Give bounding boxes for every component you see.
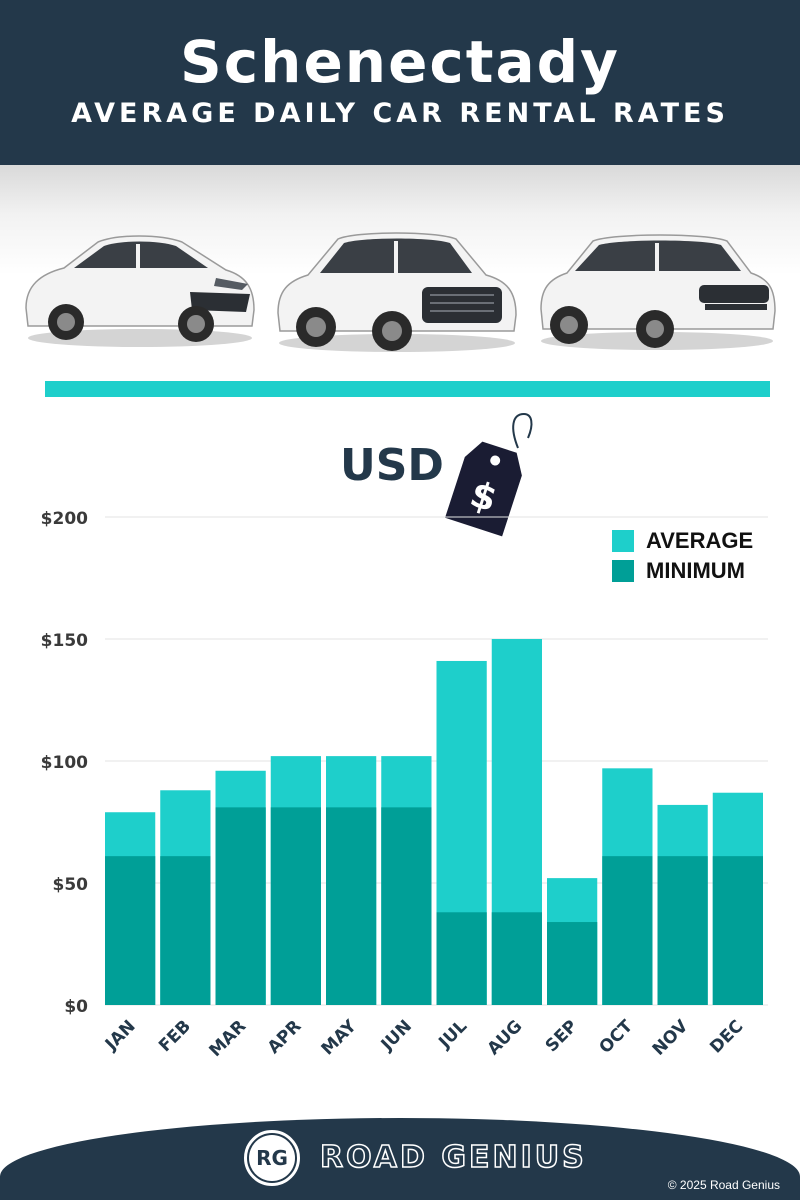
y-tick-label: $200 [41,509,88,529]
chart-bars [105,639,763,1005]
y-tick-label: $100 [41,753,88,773]
x-tick-label-mar: MAR [205,1016,250,1061]
x-tick-label-jan: JAN [101,1016,140,1055]
page-title: Schenectady [180,28,620,96]
bar-minimum-dec [712,856,763,1005]
legend-item-average: AVERAGE [612,526,753,556]
legend-swatch-average [612,530,634,552]
legend-label-average: AVERAGE [646,528,754,553]
bar-minimum-oct [602,856,653,1005]
currency-label: USD [340,440,444,491]
bar-minimum-jan [105,856,156,1005]
y-axis-ticks: $0 $50 $100 $150 $200 [41,509,88,1017]
legend-item-minimum: MINIMUM [612,556,753,586]
bar-minimum-apr [270,807,321,1005]
x-tick-label-feb: FEB [155,1016,195,1056]
x-axis-ticks: JAN FEB MAR APR MAY JUN JUL AUG SEP OCT NOV DEC [101,1016,747,1061]
x-tick-label-may: MAY [318,1016,361,1059]
divider-bar [45,381,770,397]
chart-legend: AVERAGE MINIMUM [612,526,753,586]
hatchback-car-image [25,235,255,347]
bar-minimum-aug [491,912,542,1005]
logo-monogram: RG [249,1135,295,1181]
header-banner: Schenectady AVERAGE DAILY CAR RENTAL RAT… [0,0,800,165]
suv-car-image [277,232,517,352]
x-tick-label-sep: SEP [542,1016,582,1056]
bar-minimum-mar [215,807,266,1005]
legend-swatch-minimum [612,560,634,582]
y-tick-label: $150 [41,631,88,651]
y-tick-label: $0 [64,997,88,1017]
x-tick-label-nov: NOV [649,1016,693,1060]
brand-name: ROAD GENIUS [319,1139,587,1176]
bar-minimum-nov [657,856,708,1005]
legend-label-minimum: MINIMUM [646,558,745,583]
x-tick-label-jun: JUN [377,1016,416,1055]
road-genius-logo: RG [244,1130,300,1186]
x-tick-label-apr: APR [264,1016,306,1058]
copyright-text: © 2025 Road Genius [667,1178,780,1192]
x-tick-label-oct: OCT [596,1016,638,1058]
bar-minimum-sep [547,922,598,1005]
luxury-suv-car-image [540,234,776,350]
rental-rates-chart: $0 $50 $100 $150 $200 JAN FEB MAR APR MAY JUN JUL A… [41,509,768,1061]
bar-minimum-jul [436,912,487,1005]
x-tick-label-aug: AUG [484,1016,527,1059]
bar-minimum-may [326,807,377,1005]
page-subtitle: AVERAGE DAILY CAR RENTAL RATES [71,98,729,129]
y-tick-label: $50 [53,875,89,895]
price-tag-icon: $ [445,412,533,537]
x-tick-label-jul: JUL [434,1016,471,1053]
car-image-band [0,165,800,365]
bar-minimum-feb [160,856,211,1005]
bar-minimum-jun [381,807,432,1005]
x-tick-label-dec: DEC [706,1016,747,1057]
